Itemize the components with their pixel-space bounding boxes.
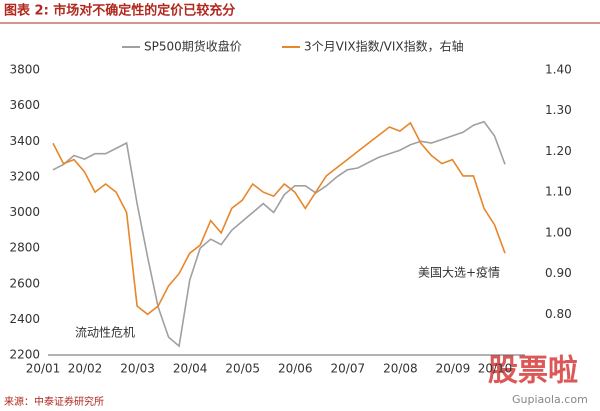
x-tick-label: 20/02 [68,362,103,376]
y-tick-label: 3400 [9,134,40,148]
watermark: 股票啦 [488,354,578,389]
y-tick-label: 2400 [9,312,40,326]
x-tick-label: 20/07 [331,362,366,376]
series-line [52,121,506,316]
y-tick-label: 2600 [9,276,40,290]
source: 来源：中泰证券研究所 [4,395,104,408]
x-tick-label: 20/04 [173,362,208,376]
x-tick-label: 20/08 [383,362,418,376]
y2-tick-label: 1.30 [545,103,572,117]
y2-tick-label: 0.90 [545,266,572,280]
y-tick-label: 3600 [9,98,40,112]
x-tick-label: 20/05 [225,362,260,376]
y-tick-label: 3000 [9,205,40,219]
y-tick-label: 2800 [9,241,40,255]
x-tick-label: 20/09 [436,362,471,376]
legend-label: 3个月VIX指数/VIX指数，右轴 [304,39,464,54]
y2-tick-label: 1.00 [545,225,572,239]
y2-tick-label: 0.80 [545,307,572,321]
legend-label: SP500期货收盘价 [144,39,242,54]
annotation: 流动性危机 [75,326,135,340]
y-tick-label: 3800 [9,63,40,77]
y2-tick-label: 1.20 [545,144,572,158]
x-tick-label: 20/06 [278,362,313,376]
y2-tick-label: 1.40 [545,63,572,77]
series-line [52,120,506,348]
x-tick-label: 20/01 [26,362,61,376]
chart-title: 图表 2: 市场对不确定性的定价已较充分 [4,3,235,19]
y2-tick-label: 1.10 [545,185,572,199]
y-tick-label: 3200 [9,169,40,183]
watermark-url: Gupiaola.com [512,393,588,406]
x-tick-label: 20/03 [120,362,155,376]
y-tick-label: 2200 [9,348,40,362]
annotation: 美国大选+疫情 [418,265,500,280]
x-tick-label: 20/10 [478,362,513,376]
